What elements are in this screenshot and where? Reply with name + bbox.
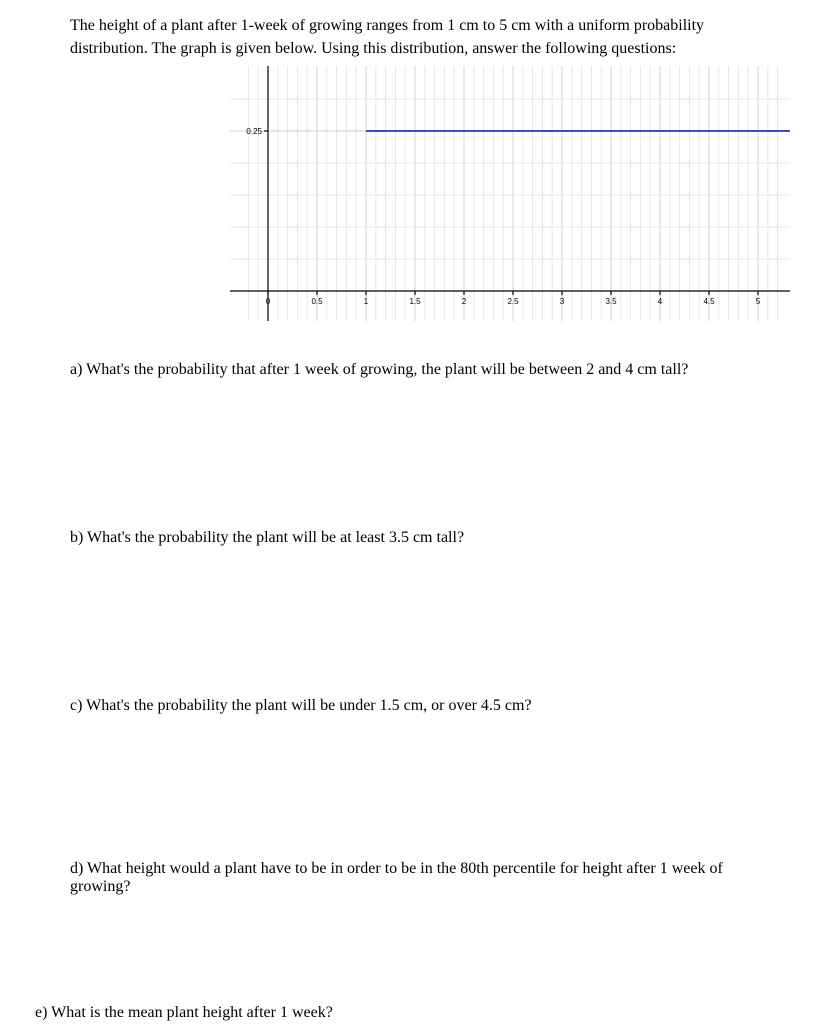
svg-text:1.5: 1.5 bbox=[409, 297, 421, 306]
svg-text:4.5: 4.5 bbox=[703, 297, 715, 306]
svg-text:5: 5 bbox=[756, 297, 761, 306]
svg-text:1: 1 bbox=[364, 297, 369, 306]
svg-text:2: 2 bbox=[462, 297, 467, 306]
distribution-chart: 0 0.5 1 1.5 2 2.5 3 3.5 4 4.5 5 0.25 bbox=[230, 66, 790, 321]
svg-text:0: 0 bbox=[266, 297, 271, 306]
question-e: e) What is the mean plant height after 1… bbox=[35, 1004, 766, 1022]
svg-text:4: 4 bbox=[658, 297, 663, 306]
svg-text:0.5: 0.5 bbox=[311, 297, 323, 306]
svg-text:3: 3 bbox=[560, 297, 565, 306]
svg-text:2.5: 2.5 bbox=[507, 297, 519, 306]
question-b: b) What's the probability the plant will… bbox=[70, 529, 766, 547]
question-d: d) What height would a plant have to be … bbox=[70, 860, 766, 896]
question-a: a) What's the probability that after 1 w… bbox=[70, 361, 766, 379]
question-c: c) What's the probability the plant will… bbox=[70, 697, 766, 715]
svg-text:3.5: 3.5 bbox=[605, 297, 617, 306]
svg-text:0.25: 0.25 bbox=[246, 127, 262, 136]
problem-intro: The height of a plant after 1-week of gr… bbox=[70, 14, 766, 60]
